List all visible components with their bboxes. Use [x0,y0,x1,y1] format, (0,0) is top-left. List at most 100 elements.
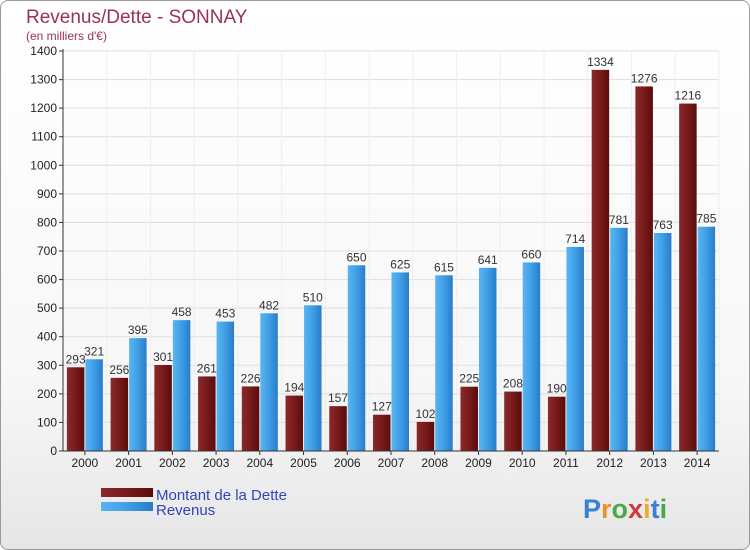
data-label-revenus: 453 [215,307,235,321]
bar-revenus [478,267,497,451]
bar-dette [591,69,610,451]
bar-dette [198,376,216,451]
bar-revenus [172,320,191,451]
bar-revenus [216,321,235,451]
data-label-dette: 225 [459,372,479,386]
data-label-revenus: 395 [128,323,148,337]
x-tick-label: 2010 [509,456,536,470]
data-label-dette: 1334 [587,55,614,69]
x-tick-label: 2007 [378,456,405,470]
chart-subtitle: (en milliers d'€) [26,29,107,43]
y-tick-label: 1400 [30,44,57,58]
x-tick-label: 2003 [203,456,230,470]
x-tick-label: 2011 [553,456,579,470]
y-tick-label: 700 [37,244,57,258]
bar-dette [110,377,129,451]
data-label-revenus: 763 [653,218,673,232]
y-tick-label: 400 [37,330,57,344]
bar-dette [154,365,172,451]
bar-dette [373,414,391,451]
data-label-revenus: 482 [259,298,279,312]
x-tick-label: 2006 [334,456,361,470]
data-label-revenus: 785 [696,212,716,226]
y-tick-label: 1000 [30,158,57,172]
x-tick-label: 2013 [640,456,667,470]
bar-dette [635,86,653,451]
data-label-dette: 190 [547,382,567,396]
bar-dette [460,386,478,451]
y-tick-label: 1100 [31,130,57,144]
data-label-revenus: 510 [303,290,323,304]
data-label-revenus: 625 [390,257,410,271]
x-tick-label: 2014 [684,456,711,470]
bar-revenus [653,233,672,451]
proxiti-logo: Proxiti [583,494,667,524]
x-tick-label: 2004 [246,456,273,470]
legend: Montant de la Dette Revenus [101,487,287,519]
bar-revenus [85,359,103,451]
data-label-dette: 261 [197,361,217,375]
bar-dette [329,406,347,451]
bar-revenus [391,272,409,451]
data-label-revenus: 615 [434,260,454,274]
bar-revenus [435,275,453,451]
y-tick-label: 100 [37,415,57,429]
y-tick-label: 200 [37,387,57,401]
x-tick-label: 2002 [159,456,186,470]
data-label-dette: 226 [241,371,261,385]
bar-dette [679,103,697,452]
bar-revenus [610,227,628,451]
data-label-dette: 256 [109,363,129,377]
y-tick-label: 1200 [30,101,57,115]
legend-swatch-dette [101,488,153,497]
grid-lines [62,50,720,452]
axes: 0 100 200 300 400 500 600 700 800 900 1000 1100 1200… [30,44,719,470]
data-label-dette: 1276 [631,71,658,85]
x-tick-label: 2009 [465,456,492,470]
chart-title: Revenus/Dette - SONNAY [26,7,248,28]
bar-revenus [566,247,584,451]
data-label-dette: 157 [328,391,348,405]
legend-swatch-revenus [101,502,153,511]
data-label-dette: 1216 [675,89,702,103]
data-label-dette: 293 [66,352,86,366]
x-tick-label: 2000 [72,456,99,470]
legend-label-dette: Montant de la Dette [156,487,287,504]
data-label-revenus: 660 [521,247,541,261]
y-tick-label: 600 [37,273,57,287]
y-tick-label: 800 [37,215,57,229]
x-tick-label: 2012 [596,456,623,470]
y-tick-label: 1300 [30,73,57,87]
legend-label-revenus: Revenus [156,502,215,519]
bar-dette [285,395,304,451]
bar-dette [416,421,435,451]
bar-revenus [260,313,278,451]
data-label-revenus: 641 [478,253,498,267]
data-label-dette: 102 [415,407,435,421]
bar-revenus [522,262,541,451]
proxiti-logo-text: Proxiti [583,494,667,524]
y-tick-label: 0 [50,444,57,458]
data-label-dette: 194 [284,381,304,395]
x-tick-label: 2001 [115,456,142,470]
y-tick-label: 500 [37,301,57,315]
y-tick-label: 900 [37,187,57,201]
x-tick-label: 2008 [421,456,448,470]
bars [66,69,716,452]
data-label-revenus: 714 [565,232,585,246]
data-label-revenus: 650 [347,250,367,264]
bar-dette [504,391,522,451]
bar-revenus [129,338,147,451]
bar-dette [241,386,260,451]
bar-revenus [304,305,322,451]
bar-revenus [697,226,716,451]
y-tick-label: 300 [37,358,57,372]
data-label-revenus: 781 [609,213,629,227]
bar-revenus [347,265,366,451]
bar-dette [66,367,85,451]
bar-dette [547,396,566,451]
data-label-dette: 208 [503,377,523,391]
